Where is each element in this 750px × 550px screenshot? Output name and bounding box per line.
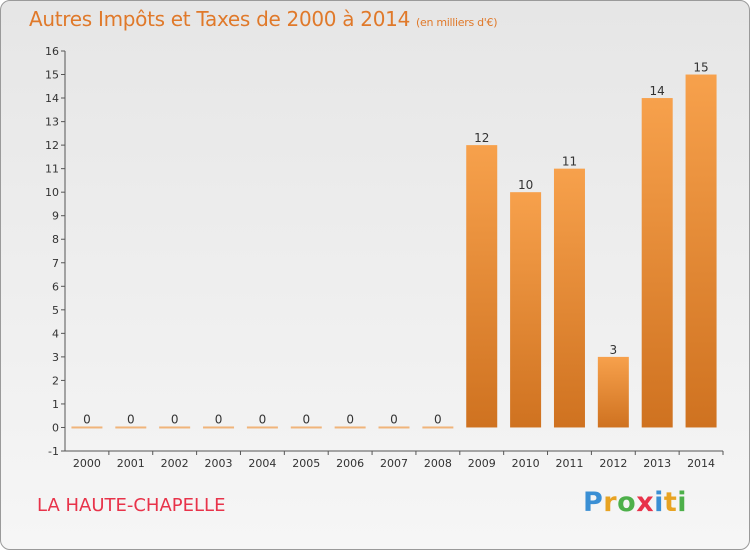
bar: [597, 356, 629, 428]
logo-letter: P: [583, 487, 604, 518]
y-tick-label: 1: [52, 398, 59, 411]
x-tick-label: 2000: [73, 457, 101, 470]
bar: [685, 74, 717, 428]
logo-letter: r: [603, 487, 618, 518]
bar: [378, 426, 410, 429]
y-tick-label: 7: [52, 257, 59, 270]
y-tick-label: 14: [45, 92, 59, 105]
data-label: 3: [610, 343, 618, 357]
logo-letter: i: [654, 487, 664, 518]
y-tick-label: 10: [45, 186, 59, 199]
chart-title: Autres Impôts et Taxes de 2000 à 2014 (en…: [29, 7, 497, 31]
y-tick-label: 13: [45, 116, 59, 129]
y-tick-label: 12: [45, 139, 59, 152]
chart-labels: 0 0 0 0 0 0 0 0 0 12 10 11 3 14 15: [83, 61, 709, 427]
x-tick-label: 2002: [161, 457, 189, 470]
proxiti-logo: Proxiti: [583, 487, 687, 518]
bar: [334, 426, 366, 429]
data-label: 0: [302, 412, 310, 426]
x-tick-label: 2013: [643, 457, 671, 470]
data-label: 0: [390, 412, 398, 426]
data-label: 0: [346, 412, 354, 426]
x-tick-label: 2007: [380, 457, 408, 470]
bar: [553, 168, 585, 428]
data-label: 11: [562, 155, 577, 169]
data-label: 0: [259, 412, 267, 426]
bar: [466, 145, 498, 428]
logo-letter: t: [663, 487, 678, 518]
x-tick-label: 2003: [205, 457, 233, 470]
x-tick-label: 2008: [424, 457, 452, 470]
bar: [115, 426, 147, 429]
bar: [71, 426, 103, 429]
y-tick-label: 15: [45, 69, 59, 82]
data-label: 15: [693, 61, 708, 75]
data-label: 14: [650, 84, 665, 98]
logo-letter: o: [617, 487, 637, 518]
y-tick-label: 16: [45, 45, 59, 58]
bar: [510, 192, 542, 428]
data-label: 10: [518, 178, 533, 192]
y-tick-label: 9: [52, 210, 59, 223]
x-tick-label: 2001: [117, 457, 145, 470]
bar: [641, 98, 673, 428]
y-tick-label: 8: [52, 233, 59, 246]
chart-bars: [71, 74, 717, 429]
bar: [290, 426, 322, 429]
y-tick-label: -1: [48, 445, 59, 458]
bar: [422, 426, 454, 429]
bar: [203, 426, 235, 429]
y-tick-label: 0: [52, 421, 59, 434]
data-label: 0: [127, 412, 135, 426]
x-tick-label: 2014: [687, 457, 715, 470]
data-label: 0: [83, 412, 91, 426]
y-tick-label: 5: [52, 304, 59, 317]
y-tick-label: 3: [52, 351, 59, 364]
x-tick-label: 2005: [292, 457, 320, 470]
x-tick-label: 2006: [336, 457, 364, 470]
logo-letter: x: [636, 487, 655, 518]
bar: [246, 426, 278, 429]
data-label: 0: [215, 412, 223, 426]
data-label: 0: [434, 412, 442, 426]
y-tick-label: 11: [45, 163, 59, 176]
chart-unit: (en milliers d'€): [416, 16, 498, 29]
y-tick-label: 4: [52, 327, 59, 340]
logo-letter: i: [677, 487, 688, 518]
data-label: 0: [171, 412, 179, 426]
chart-title-text: Autres Impôts et Taxes de 2000 à 2014: [29, 7, 410, 31]
bar: [159, 426, 191, 429]
y-tick-label: 6: [52, 280, 59, 293]
x-tick-label: 2010: [512, 457, 540, 470]
x-tick-label: 2009: [468, 457, 496, 470]
y-tick-label: 2: [52, 374, 59, 387]
data-label: 12: [474, 131, 489, 145]
x-tick-label: 2011: [555, 457, 583, 470]
x-tick-label: 2004: [248, 457, 276, 470]
commune-name: LA HAUTE-CHAPELLE: [37, 495, 226, 516]
x-tick-label: 2012: [599, 457, 627, 470]
